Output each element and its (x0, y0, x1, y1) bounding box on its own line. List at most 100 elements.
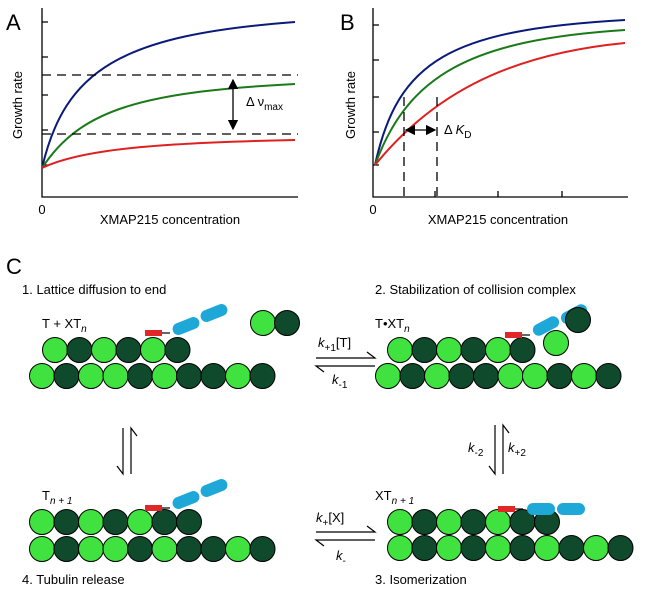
text-part: T•XT (375, 316, 404, 331)
tubulin (78, 536, 104, 562)
text-part: -2 (475, 448, 484, 459)
tubulin (534, 535, 560, 561)
axes (41, 8, 298, 198)
tubulin (274, 310, 300, 336)
tubulin (460, 337, 487, 363)
dashed-line (403, 97, 438, 197)
state-label: T + XTn (42, 316, 87, 335)
tubulin (546, 363, 573, 389)
tubulin (571, 363, 597, 389)
tubulin (485, 337, 511, 363)
tubulin (565, 307, 591, 333)
xmap-domain (172, 491, 200, 509)
step-title: 3. Isomerization (375, 572, 467, 587)
xmap-domain (145, 505, 162, 511)
tubulin (436, 509, 462, 535)
y-axis-label: Growth rate (10, 71, 25, 139)
ticks (42, 21, 48, 166)
text-part: + (323, 518, 329, 529)
equilibrium-arrows (116, 351, 510, 547)
text-part: +1 (325, 343, 337, 354)
tubulin (176, 363, 202, 389)
tubulin (102, 509, 129, 535)
xmap-domain (527, 503, 555, 515)
tubulin (29, 536, 55, 562)
curve (374, 19, 626, 166)
tubulin (53, 536, 80, 562)
tubulin (399, 363, 426, 389)
text-part: n (404, 324, 410, 335)
tubulin (53, 509, 80, 535)
tubulin (66, 337, 93, 363)
tubulin (509, 337, 536, 363)
xmap-domain (498, 506, 515, 512)
tubulin (29, 509, 55, 535)
rate-constant: k+1[T] (318, 335, 351, 354)
text-part: k (468, 440, 476, 455)
molecules (29, 304, 634, 562)
tubulin (115, 337, 142, 363)
text-part: k (316, 510, 324, 525)
xmap-domain (145, 330, 162, 336)
tubulin (485, 509, 511, 535)
tubulin (448, 363, 475, 389)
tubulin (607, 535, 634, 561)
tubulin (460, 535, 487, 561)
text-part: Δ (444, 122, 456, 137)
curve (374, 42, 626, 166)
tubulin (176, 509, 202, 535)
tubulin (127, 509, 153, 535)
step-title: 1. Lattice diffusion to end (22, 282, 166, 297)
tubulin (127, 536, 153, 562)
tubulin (200, 363, 227, 389)
text-part: [T] (336, 335, 351, 350)
state-label: T•XTn (375, 316, 410, 335)
tubulin (91, 337, 117, 363)
xmap-domain (505, 332, 522, 338)
tubulin (460, 509, 487, 535)
tubulin (387, 337, 413, 363)
tubulin (411, 337, 438, 363)
tubulin (78, 509, 104, 535)
tubulin (225, 536, 251, 562)
tubulin (436, 337, 462, 363)
xmap-domain (172, 317, 200, 335)
state-label: XTn + 1 (375, 488, 414, 507)
x-axis-label: XMAP215 concentration (100, 212, 240, 227)
step-title: 2. Stabilization of collision complex (375, 282, 576, 297)
annotation: Δ νmax (246, 94, 283, 113)
origin-label: 0 (38, 202, 45, 217)
rate-constant: k-1 (332, 372, 348, 391)
tubulin (176, 536, 202, 562)
axes (372, 8, 628, 198)
text-part: -1 (339, 380, 348, 391)
y-axis-label: Growth rate (343, 71, 358, 139)
tubulin (473, 363, 499, 389)
tubulin (558, 535, 585, 561)
curve (41, 139, 296, 169)
panel-label: A (6, 10, 21, 35)
tubulin (78, 363, 104, 389)
panel-label: C (6, 254, 22, 279)
curve (41, 21, 296, 169)
xmap-domain (557, 503, 585, 515)
tubulin (497, 363, 524, 389)
text-part: n + 1 (50, 496, 73, 507)
tubulin (151, 509, 178, 535)
tubulin (387, 535, 413, 561)
text-part: k (336, 548, 344, 563)
state-label: Tn + 1 (42, 488, 72, 507)
tubulin (522, 363, 548, 389)
tubulin (543, 330, 569, 356)
text-part: max (264, 102, 283, 113)
rate-constant: k-2 (468, 440, 484, 459)
rate-constant: k+2 (508, 440, 526, 459)
text-part: n (81, 324, 87, 335)
rate-constant: k- (336, 548, 346, 567)
text-part: n + 1 (392, 496, 415, 507)
xmap-domain (532, 316, 560, 336)
text-part: Δ ν (246, 94, 264, 109)
text-part: +2 (515, 448, 527, 459)
dashed-line (42, 74, 298, 135)
